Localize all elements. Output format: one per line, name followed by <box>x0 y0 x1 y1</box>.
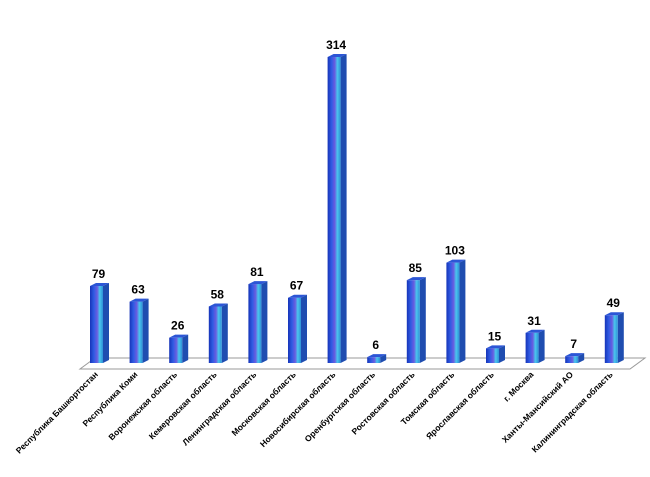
category-label: Воронежская область <box>106 369 179 442</box>
bar-top-face <box>367 354 387 358</box>
bar-top-face <box>327 54 347 58</box>
bar <box>288 294 307 363</box>
bar-front-face <box>604 315 618 363</box>
category-label: Новосибирская область <box>258 369 338 449</box>
category-label: Оренбургская область <box>302 369 377 444</box>
bar-front-face <box>90 286 103 363</box>
bar-top-face <box>288 294 307 298</box>
category-label: Ленинградская область <box>180 369 258 447</box>
bar-side-face <box>301 294 307 363</box>
bar-side-face <box>538 329 545 363</box>
value-label: 49 <box>607 296 621 310</box>
category-label: Кемеровская область <box>147 369 219 441</box>
bar-side-face <box>499 345 505 363</box>
bar <box>208 303 228 363</box>
value-label: 7 <box>570 337 577 351</box>
value-label: 58 <box>211 287 225 301</box>
bar-front-face <box>367 357 381 363</box>
bar-top-face <box>525 329 545 333</box>
value-label: 103 <box>445 244 465 258</box>
value-label: 26 <box>171 319 185 333</box>
bar-front-face <box>486 348 499 363</box>
bar <box>169 334 189 363</box>
category-label: Ярославская область <box>424 369 496 441</box>
value-label: 314 <box>326 38 346 52</box>
bar-side-face <box>419 277 426 363</box>
bar-front-face <box>248 284 262 363</box>
bar-front-face <box>406 280 420 363</box>
bar-side-face <box>142 298 149 363</box>
bar-side-face <box>617 312 624 363</box>
chart-floor-plane <box>78 357 647 370</box>
bar-side-face <box>459 259 466 363</box>
value-label: 6 <box>372 338 379 352</box>
bar-top-face <box>406 277 426 281</box>
bar <box>327 54 347 364</box>
bar-top-face <box>129 298 149 302</box>
bar-side-face <box>182 334 189 363</box>
bar-front-face <box>169 337 183 363</box>
bar-side-face <box>578 353 585 363</box>
bar-top-face <box>604 312 624 316</box>
bar-top-face <box>169 334 189 338</box>
bar-front-face <box>525 332 539 363</box>
bar-front-face <box>327 57 341 364</box>
bar <box>129 298 149 363</box>
bar <box>406 277 426 363</box>
value-label: 81 <box>250 265 264 279</box>
bar <box>525 329 545 363</box>
bar <box>248 281 268 363</box>
value-label: 67 <box>290 279 304 293</box>
bar <box>486 345 505 363</box>
value-label: 63 <box>131 283 145 297</box>
bar-top-face <box>486 345 505 349</box>
category-label: г. Москва <box>501 369 535 403</box>
bar-front-face <box>446 262 460 363</box>
chart-floor <box>78 357 647 370</box>
bar <box>90 283 109 363</box>
category-label: Республика Башкортостан <box>14 369 100 455</box>
category-label: Ханты-Мансийский АО <box>500 369 576 445</box>
category-label: Калининградская область <box>530 369 615 454</box>
bar-front-face <box>288 297 301 363</box>
bar-top-face <box>565 353 585 357</box>
bar-top-face <box>446 259 466 263</box>
bar-top-face <box>208 303 228 307</box>
bar <box>565 353 585 363</box>
bars-group <box>90 54 624 364</box>
bar-side-face <box>380 354 387 363</box>
bar-front-face <box>208 306 222 363</box>
bar-front-face <box>565 356 579 363</box>
bar-side-face <box>103 283 109 363</box>
value-label: 79 <box>92 267 106 281</box>
value-label: 15 <box>488 329 502 343</box>
bar-side-face <box>261 281 268 363</box>
value-label: 31 <box>527 314 541 328</box>
bar-side-face <box>340 54 347 364</box>
value-label: 85 <box>409 261 423 275</box>
value-labels-group: 79 63 26 58 81 67 314 6 85 103 15 31 7 49 <box>92 38 620 352</box>
bar <box>367 354 387 363</box>
bar-top-face <box>248 281 268 285</box>
bar <box>446 259 466 363</box>
bar-top-face <box>90 283 109 287</box>
bar <box>604 312 624 363</box>
bar-side-face <box>221 303 228 363</box>
bar-front-face <box>129 301 143 363</box>
